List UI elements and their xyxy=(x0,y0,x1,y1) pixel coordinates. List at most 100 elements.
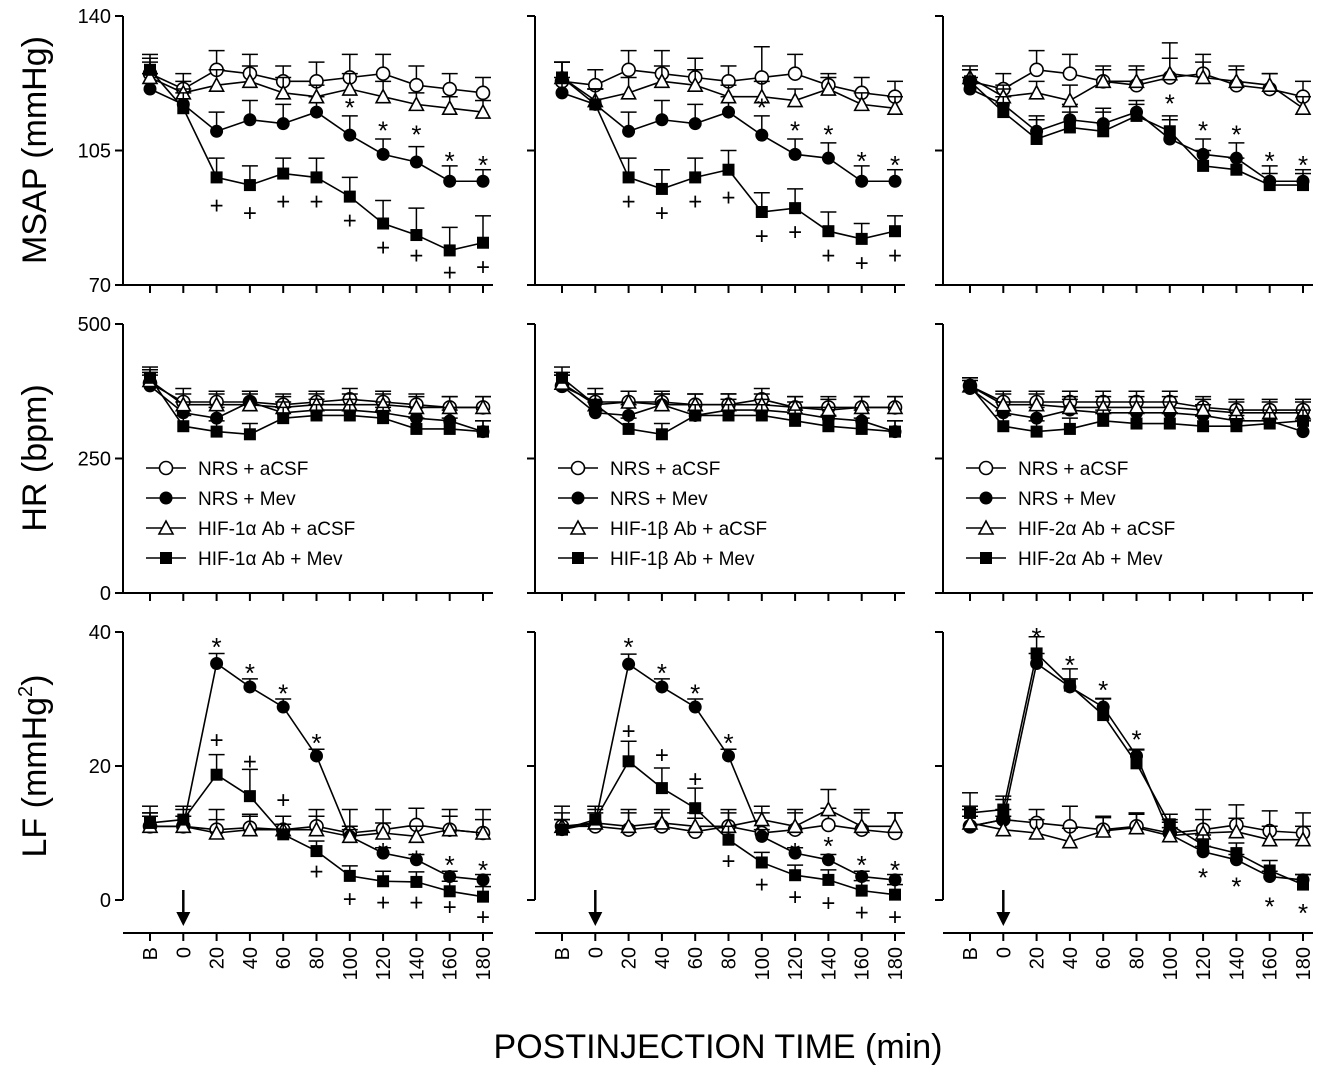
injection-arrow-head xyxy=(996,912,1011,926)
significance-plus: + xyxy=(376,889,390,916)
y-axis-title-lf-superscript: 2 xyxy=(15,686,37,697)
significance-plus: + xyxy=(821,242,835,269)
point-filled-square xyxy=(964,379,976,392)
series-filled-square xyxy=(962,635,1311,891)
point-filled-square xyxy=(822,225,835,238)
point-filled-square xyxy=(1063,679,1076,692)
series-filled-square xyxy=(962,377,1311,438)
point-open-triangle xyxy=(474,398,492,415)
point-filled-square xyxy=(277,412,290,425)
point-open-triangle xyxy=(341,827,359,844)
time-axis-tick-label: 140 xyxy=(1226,947,1248,980)
panel-msap-hif-1: * * * * * + + + + + + + + + xyxy=(527,15,905,293)
point-filled-circle xyxy=(409,155,423,169)
point-open-triangle xyxy=(820,80,837,96)
legend-marker xyxy=(570,460,586,476)
legend-label: NRS + Mev xyxy=(610,489,708,510)
panel-lf-hif-2: * * * * * * * * B 0 20 40 60 80 100 120 140 160 180 xyxy=(935,622,1315,980)
point-filled-square xyxy=(310,845,323,858)
significance-asterisk: * xyxy=(478,150,488,180)
time-axis-tick-label: 140 xyxy=(406,947,428,980)
point-open-circle xyxy=(409,77,424,93)
point-open-triangle xyxy=(474,824,492,840)
significance-plus: + xyxy=(855,899,869,926)
point-filled-square xyxy=(556,71,568,84)
point-open-triangle xyxy=(686,817,704,834)
significance-plus: + xyxy=(210,727,224,754)
point-filled-square xyxy=(177,420,190,433)
point-open-triangle xyxy=(241,396,259,412)
significance-asterisk: * xyxy=(445,850,455,880)
point-open-triangle xyxy=(408,95,425,112)
point-open-triangle xyxy=(374,88,392,104)
series-open-triangle xyxy=(961,57,1312,116)
point-filled-square xyxy=(1030,425,1043,438)
point-filled-square xyxy=(789,202,802,215)
point-filled-square xyxy=(177,813,190,826)
point-filled-square xyxy=(722,409,735,422)
point-open-triangle xyxy=(441,820,459,837)
point-filled-circle xyxy=(755,829,769,843)
point-filled-circle xyxy=(476,873,490,887)
y-tick-label: 20 xyxy=(89,756,111,778)
point-filled-square xyxy=(622,171,635,184)
point-filled-square xyxy=(144,371,156,384)
point-open-triangle xyxy=(1028,84,1045,100)
point-filled-circle xyxy=(409,853,423,867)
injection-arrow-head xyxy=(588,912,603,926)
y-axis-title-msap: MSAP (mmHg) xyxy=(16,36,54,264)
point-open-triangle xyxy=(1061,833,1079,849)
point-filled-square xyxy=(477,425,489,438)
significance-plus: + xyxy=(309,859,323,886)
point-filled-circle xyxy=(376,147,390,161)
point-filled-square xyxy=(889,425,901,438)
point-filled-circle xyxy=(821,151,835,165)
point-filled-square xyxy=(410,422,423,435)
significance-plus: + xyxy=(376,235,390,262)
point-open-triangle xyxy=(820,800,837,817)
time-axis-tick-label: 160 xyxy=(1260,947,1282,980)
point-open-circle xyxy=(821,817,836,833)
point-filled-circle xyxy=(276,117,290,131)
point-filled-square xyxy=(477,890,489,903)
point-open-triangle xyxy=(1094,822,1112,838)
time-axis-tick-label: 0 xyxy=(173,947,195,958)
point-open-triangle xyxy=(653,396,671,412)
time-axis-tick-label: 140 xyxy=(818,947,840,980)
point-filled-square xyxy=(177,102,190,115)
labels-layer: MSAP (mmHg) HR (bpm) LF (mmHg2) POSTINJE… xyxy=(15,36,942,1066)
point-filled-square xyxy=(789,869,802,882)
point-filled-square xyxy=(964,75,976,88)
legend-label: NRS + aCSF xyxy=(1018,459,1128,480)
significance-asterisk: * xyxy=(345,92,355,122)
point-filled-square xyxy=(855,232,868,245)
point-filled-circle xyxy=(855,870,869,884)
point-open-triangle xyxy=(241,72,259,89)
point-open-triangle xyxy=(174,817,192,834)
significance-plus: + xyxy=(443,894,457,921)
point-filled-square xyxy=(889,225,901,238)
series-filled-square xyxy=(962,69,1311,192)
legend-label: HIF-1β Ab + Mev xyxy=(610,549,755,570)
y-axis-title-lf-main: LF (mmHg xyxy=(16,697,54,858)
point-open-circle xyxy=(475,85,491,101)
significance-plus: + xyxy=(721,185,735,212)
significance-plus: + xyxy=(622,188,636,215)
significance-asterisk: * xyxy=(657,658,667,688)
series-filled-square xyxy=(554,61,903,245)
point-open-triangle xyxy=(208,396,225,412)
point-filled-square xyxy=(243,428,256,441)
significance-asterisk: * xyxy=(723,728,733,758)
significance-asterisk: * xyxy=(411,844,421,874)
point-filled-circle xyxy=(310,105,323,119)
significance-asterisk: * xyxy=(790,837,800,867)
point-open-triangle xyxy=(408,398,425,415)
point-filled-square xyxy=(889,888,901,901)
point-open-triangle xyxy=(1094,72,1112,89)
point-open-triangle xyxy=(961,814,979,830)
time-axis-tick-label: 100 xyxy=(752,947,774,980)
point-open-circle xyxy=(787,66,803,81)
significance-asterisk: * xyxy=(1231,871,1241,901)
point-open-triangle xyxy=(208,824,225,840)
